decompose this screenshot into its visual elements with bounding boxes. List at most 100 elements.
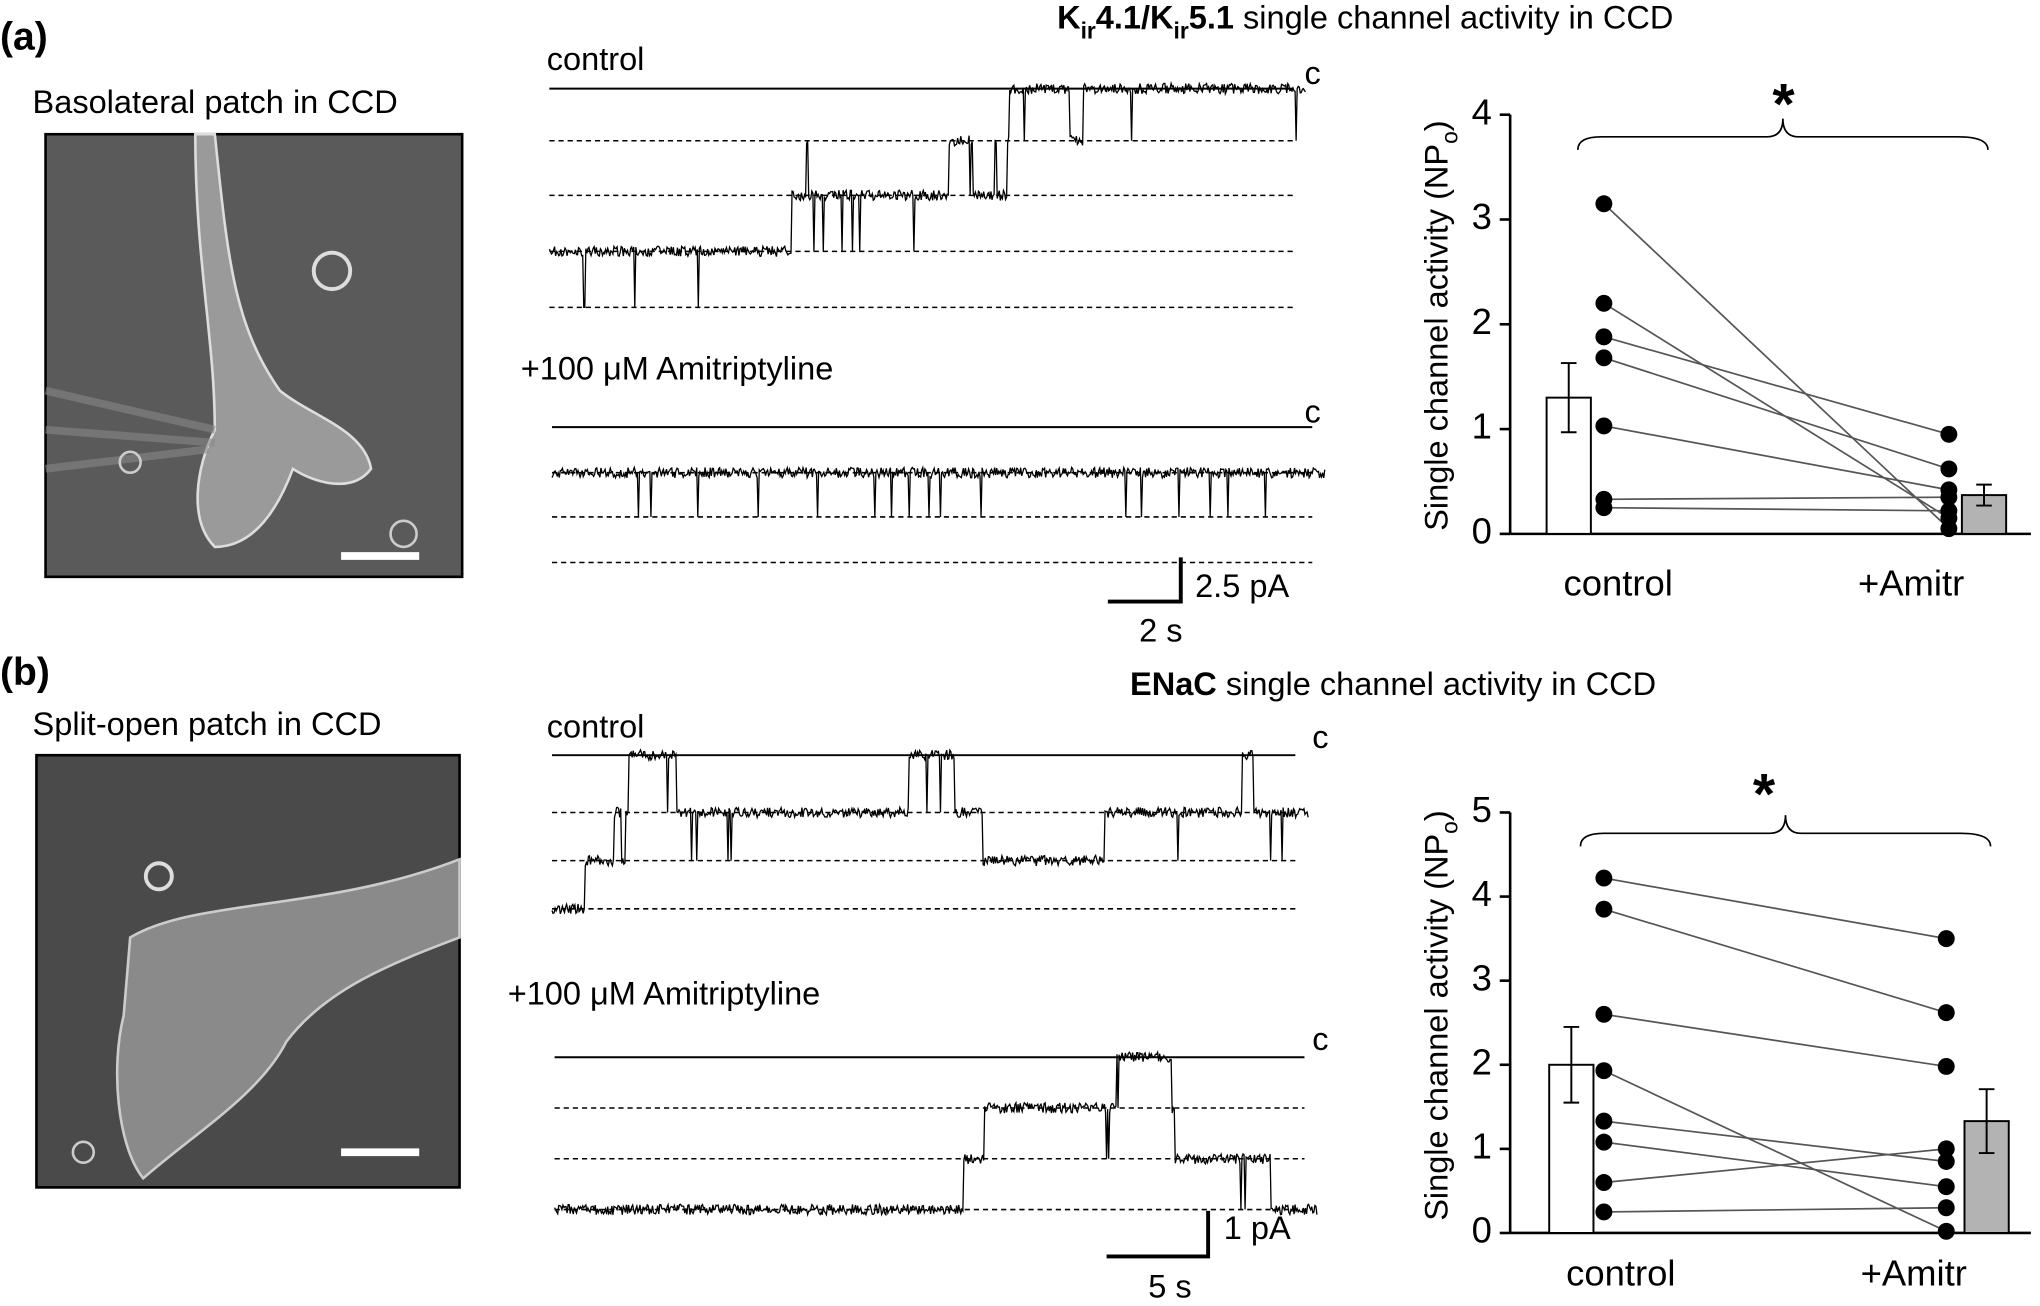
x-tick-label: control (1566, 1253, 1675, 1294)
data-point (1937, 930, 1955, 948)
closed-label: c (1312, 1021, 1328, 1057)
scale-time: 2 s (1139, 612, 1182, 648)
current-trace (551, 748, 1309, 915)
y-tick-label: 2 (1472, 301, 1492, 342)
scale-current: 1 pA (1224, 1210, 1291, 1246)
scale-time: 5 s (1148, 1269, 1191, 1305)
x-tick-label: +Amitr (1861, 1253, 1967, 1294)
error-bar (1563, 1025, 1580, 1104)
data-point (1940, 488, 1958, 506)
pair-line (1603, 908, 1947, 1014)
text-segment: K (1057, 0, 1081, 35)
trace-label: control (547, 41, 645, 77)
y-tick-label: 5 (1472, 789, 1492, 830)
y-tick-label: 0 (1472, 511, 1492, 552)
text-segment: 5.1 (1189, 0, 1234, 35)
data-point (1595, 328, 1613, 346)
trace-label: +100 μM Amitriptyline (508, 976, 821, 1012)
pair-line (1603, 496, 1949, 501)
data-point (1595, 349, 1613, 367)
y-tick-label: 3 (1472, 957, 1492, 998)
data-point (1937, 1140, 1955, 1158)
pair-line (1603, 877, 1947, 940)
chart-title: ENaC single channel activity in CCD (1130, 666, 1656, 702)
significance-bracket (1576, 118, 1989, 150)
data-point (1595, 1174, 1613, 1191)
text-segment: ENaC (1130, 666, 1217, 702)
text-segment: Single channel activity (NP (1418, 834, 1454, 1221)
y-tick-label: 1 (1472, 406, 1492, 447)
text-segment: o (1437, 821, 1463, 834)
y-tick-label: 1 (1472, 1126, 1492, 1167)
error-bar (1976, 483, 1992, 507)
significance: * (1753, 762, 1776, 826)
pair-line (1603, 1120, 1947, 1163)
data-point (1937, 1153, 1955, 1170)
data-point (1937, 1057, 1955, 1075)
pair-line (1603, 357, 1950, 470)
pair-line (1603, 336, 1950, 436)
y-tick-label: 4 (1472, 873, 1492, 914)
pair-line (1603, 1148, 1947, 1184)
y-tick-label: 3 (1472, 196, 1492, 237)
data-point (1595, 294, 1613, 312)
closed-label: c (1304, 55, 1320, 91)
data-point (1595, 1062, 1613, 1080)
data-point (1940, 425, 1958, 443)
scale-bar (1107, 557, 1183, 604)
data-point (1595, 900, 1613, 918)
pair-line (1603, 1013, 1947, 1068)
significance: * (1772, 72, 1795, 136)
scale-current: 2.5 pA (1195, 568, 1289, 604)
data-point (1937, 1199, 1955, 1217)
pair-line (1603, 302, 1950, 519)
current-trace (551, 465, 1326, 517)
error-bar (1560, 362, 1577, 434)
scale-bar (1106, 1210, 1211, 1259)
y-tick-label: 0 (1472, 1210, 1492, 1251)
data-point (1937, 1178, 1955, 1196)
current-trace (553, 1050, 1318, 1218)
text-segment: 4.1/K (1096, 0, 1174, 35)
panel-label: (a) (0, 15, 48, 58)
data-point (1595, 195, 1613, 213)
text-segment: o (1437, 131, 1463, 144)
panel-label: (b) (0, 651, 50, 694)
data-point (1595, 1112, 1613, 1130)
text-segment: ir (1081, 18, 1096, 44)
data-point (1595, 869, 1613, 887)
pair-line (1603, 425, 1950, 491)
text-segment: ) (1418, 810, 1454, 821)
data-point (1940, 460, 1958, 478)
x-tick-label: control (1564, 563, 1673, 604)
traces (548, 80, 1326, 1218)
data-point (1595, 1203, 1613, 1221)
pair-line (1603, 1069, 1947, 1233)
pair-line (1603, 203, 1950, 530)
pair-line (1603, 506, 1949, 512)
data-point (1595, 499, 1613, 517)
text-segment: single channel activity in CCD (1217, 666, 1656, 702)
data-point (1940, 502, 1958, 520)
error-bar (1978, 1088, 1995, 1155)
micrograph-b (35, 753, 461, 1189)
closed-label: c (1312, 719, 1328, 755)
image-caption: Basolateral patch in CCD (33, 84, 398, 120)
trace-label: +100 μM Amitriptyline (521, 351, 834, 387)
image-caption: Split-open patch in CCD (33, 706, 382, 742)
data-point (1937, 1222, 1955, 1240)
text-segment: single channel activity in CCD (1234, 0, 1673, 35)
significance-bracket (1579, 815, 1992, 847)
data-point (1937, 1004, 1955, 1022)
closed-label: c (1304, 394, 1320, 430)
x-tick-label: +Amitr (1858, 563, 1964, 604)
text-segment: ) (1418, 120, 1454, 131)
chart-title: Kir4.1/Kir5.1 single channel activity in… (1057, 0, 1673, 44)
trace-label: control (547, 709, 645, 745)
text-segment: Single channel activity (NP (1418, 144, 1454, 531)
y-axis-label: Single channel activity (NPo) (1418, 810, 1462, 1220)
data-point (1595, 1133, 1613, 1151)
micrograph-a (44, 132, 464, 579)
